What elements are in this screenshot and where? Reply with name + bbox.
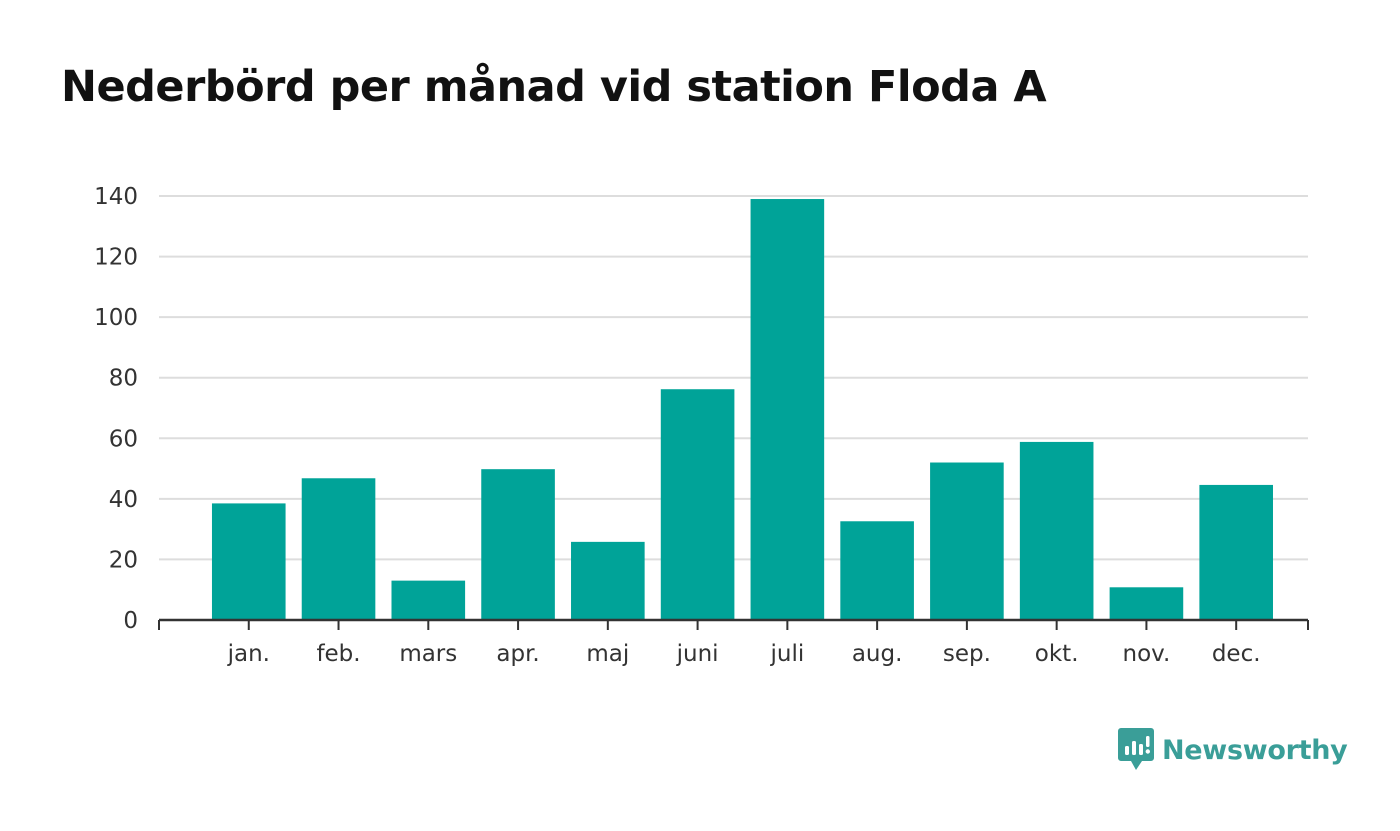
- bar-okt: [1019, 441, 1094, 620]
- x-tick-label: jan.: [227, 641, 270, 667]
- y-tick-label: 80: [109, 366, 138, 392]
- bar-mars: [391, 580, 466, 620]
- x-tick-label: juni: [676, 641, 719, 667]
- x-tick-label: juli: [769, 641, 804, 667]
- bar-aug: [840, 521, 914, 620]
- bar-jan: [211, 503, 286, 620]
- y-tick-label: 120: [94, 245, 138, 271]
- y-tick-label: 20: [109, 547, 138, 573]
- x-tick-label: nov.: [1123, 641, 1171, 667]
- bar-sep: [930, 462, 1004, 620]
- x-tick-label: mars: [399, 641, 457, 667]
- bar-maj: [571, 541, 645, 620]
- x-tick-label: aug.: [852, 641, 903, 667]
- x-tick-label: apr.: [496, 641, 539, 667]
- x-axis-labels: jan. feb. mars apr. maj juni juli aug. sep. okt. n…: [227, 641, 1261, 667]
- x-axis: [158, 618, 1309, 630]
- bars: [211, 199, 1273, 620]
- bar-juni: [660, 389, 735, 620]
- bar-feb: [301, 478, 376, 620]
- y-tick-label: 60: [109, 426, 138, 452]
- newsworthy-logo-icon: [1118, 728, 1154, 770]
- y-tick-label: 140: [94, 184, 138, 210]
- y-tick-label: 40: [109, 487, 138, 513]
- bar-nov: [1109, 587, 1184, 620]
- bar-juli: [750, 199, 825, 620]
- bar-dec: [1199, 484, 1273, 620]
- x-tick-label: maj: [586, 641, 629, 667]
- brand-name: Newsworthy: [1162, 734, 1348, 766]
- x-tick-label: dec.: [1212, 641, 1261, 667]
- brand-logo: Newsworthy: [1118, 728, 1348, 772]
- x-tick-label: sep.: [943, 641, 991, 667]
- y-tick-label: 0: [123, 608, 138, 634]
- x-tick-label: okt.: [1035, 641, 1079, 667]
- chart-title: Nederbörd per månad vid station Floda A: [61, 62, 1047, 112]
- y-tick-label: 100: [94, 305, 138, 331]
- x-tick-label: feb.: [316, 641, 360, 667]
- bar-apr: [481, 469, 555, 620]
- y-axis-labels: 0 20 40 60 80 100 120 140: [94, 184, 138, 634]
